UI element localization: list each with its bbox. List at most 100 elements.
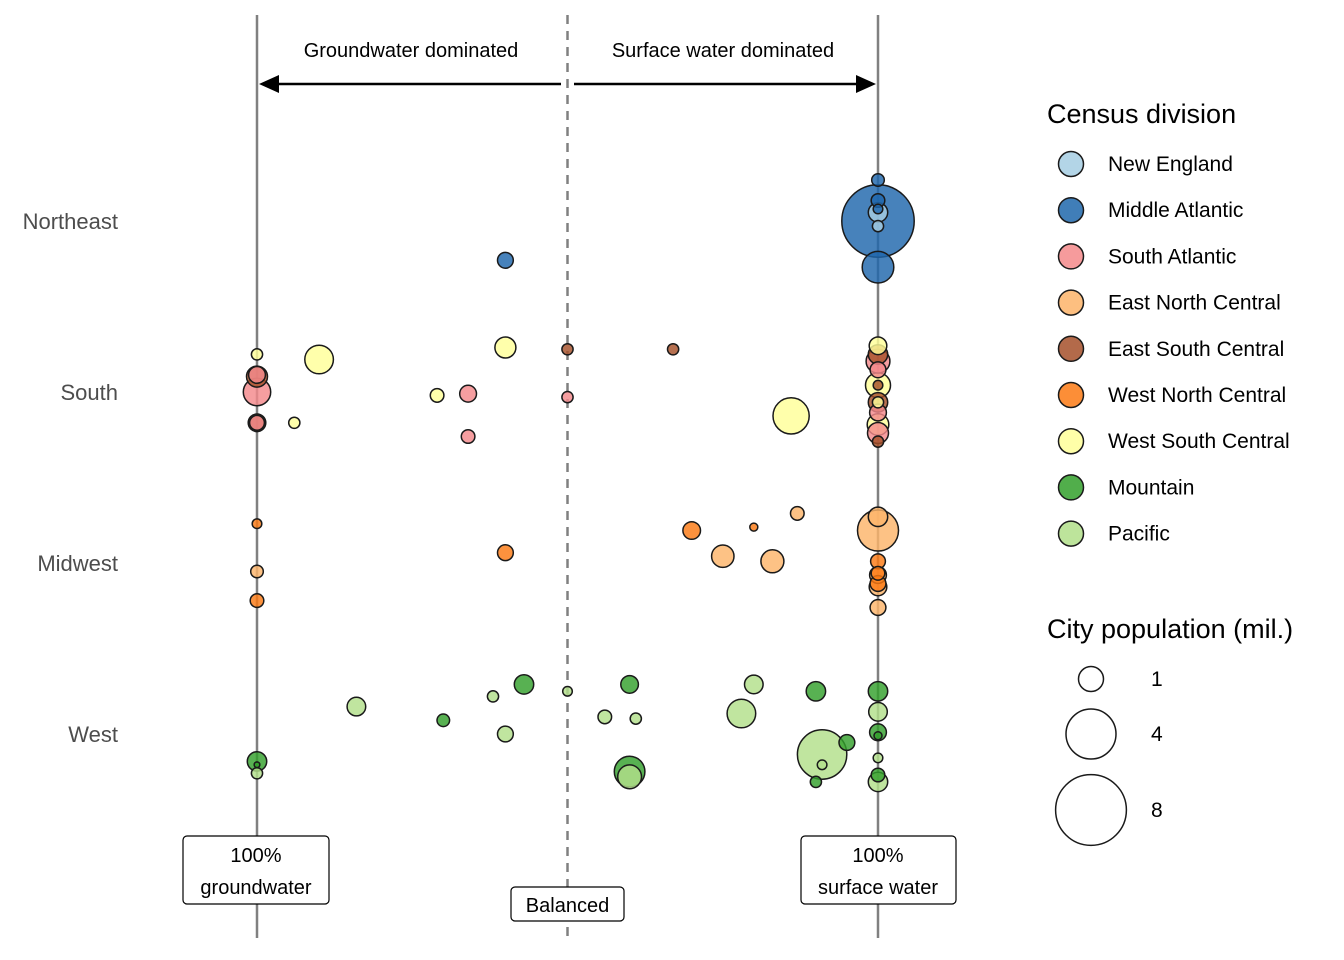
legend-label-west-south-central: West South Central xyxy=(1108,430,1290,453)
city-point-pacific xyxy=(616,764,643,790)
city-point-mountain xyxy=(873,730,883,741)
left-arrow-head xyxy=(259,75,279,93)
city-point-east-north-central xyxy=(789,505,805,521)
size-legend: 1 4 8 xyxy=(1054,665,1163,847)
city-point-east-north-central xyxy=(710,544,735,569)
surface-water-box-line1: 100% xyxy=(852,845,903,867)
color-legend-title: Census division xyxy=(1047,99,1236,129)
city-point-west-north-central xyxy=(749,522,759,532)
city-point-west-north-central xyxy=(251,518,263,530)
legend-swatch-west-north-central xyxy=(1057,381,1085,409)
city-point-pacific xyxy=(346,696,367,717)
city-point-pacific xyxy=(597,709,613,725)
city-point-new-england xyxy=(871,219,885,233)
city-point-west-north-central xyxy=(249,593,265,609)
surface-water-dominated-label: Surface water dominated xyxy=(612,40,834,62)
legend-swatch-mountain xyxy=(1057,474,1085,501)
region-label-northeast: Northeast xyxy=(23,209,118,234)
region-label-west: West xyxy=(68,722,118,747)
city-point-south-atlantic xyxy=(460,428,476,445)
city-point-mountain xyxy=(809,775,823,789)
legend-label-south-atlantic: South Atlantic xyxy=(1108,245,1236,268)
legend-label-west-north-central: West North Central xyxy=(1108,384,1286,407)
legend-label-mountain: Mountain xyxy=(1108,476,1194,499)
city-point-middle-atlantic xyxy=(872,203,884,215)
legend-label-pacific: Pacific xyxy=(1108,523,1170,546)
city-point-west-north-central xyxy=(496,544,515,562)
city-point-mountain xyxy=(620,674,640,694)
city-point-pacific xyxy=(872,752,884,764)
surface-water-box xyxy=(800,835,957,905)
city-point-pacific xyxy=(629,712,643,725)
city-point-mountain xyxy=(867,680,889,702)
city-point-pacific xyxy=(496,725,515,743)
city-point-mountain xyxy=(253,761,261,769)
region-label-midwest: Midwest xyxy=(37,551,118,576)
city-point-east-south-central xyxy=(561,342,574,356)
city-point-west-south-central xyxy=(868,336,888,356)
right-arrow-head xyxy=(856,75,876,93)
city-point-west-south-central xyxy=(287,416,301,430)
city-point-south-atlantic xyxy=(869,361,887,379)
city-point-east-north-central xyxy=(869,598,887,617)
legend-swatch-new-england xyxy=(1057,150,1085,178)
city-point-middle-atlantic xyxy=(861,250,895,284)
city-point-south-atlantic xyxy=(561,390,574,404)
city-point-south-atlantic xyxy=(248,414,266,431)
city-point-west-south-central xyxy=(250,348,264,361)
size-legend-circle-4 xyxy=(1065,708,1117,760)
size-legend-label-1: 1 xyxy=(1151,668,1163,691)
city-point-east-south-central xyxy=(872,379,884,391)
legend-label-east-north-central: East North Central xyxy=(1108,292,1281,315)
legend-swatch-middle-atlantic xyxy=(1057,196,1085,224)
region-labels: Northeast South Midwest West xyxy=(23,209,118,747)
city-point-west-south-central xyxy=(494,336,517,359)
legend-swatch-east-north-central xyxy=(1057,289,1085,316)
legend-swatch-east-south-central xyxy=(1057,335,1085,363)
legend-label-middle-atlantic: Middle Atlantic xyxy=(1108,199,1243,222)
city-point-east-south-central xyxy=(666,342,680,356)
city-point-pacific xyxy=(486,690,500,703)
legend-swatch-west-south-central xyxy=(1057,427,1085,455)
city-point-west-south-central xyxy=(772,397,810,435)
city-point-pacific xyxy=(250,766,264,780)
city-point-east-north-central xyxy=(867,506,889,528)
city-point-south-atlantic xyxy=(247,365,267,385)
city-point-west-south-central xyxy=(304,344,335,375)
city-point-east-north-central xyxy=(760,549,785,574)
region-label-south: South xyxy=(61,380,119,405)
surface-water-box-line2: surface water xyxy=(818,877,938,899)
size-legend-circle-8 xyxy=(1054,773,1128,847)
groundwater-box xyxy=(182,835,330,905)
size-legend-label-4: 4 xyxy=(1151,723,1163,746)
groundwater-box-line1: 100% xyxy=(230,845,281,867)
city-point-middle-atlantic xyxy=(496,251,515,269)
city-point-south-atlantic xyxy=(458,384,478,403)
size-legend-label-8: 8 xyxy=(1151,799,1163,822)
city-point-pacific xyxy=(816,759,828,771)
legend-swatch-south-atlantic xyxy=(1057,243,1085,270)
balanced-box xyxy=(510,886,625,922)
legend-label-east-south-central: East South Central xyxy=(1108,338,1284,361)
city-point-mountain xyxy=(838,733,856,752)
city-point-mountain xyxy=(436,713,451,728)
city-point-pacific xyxy=(726,698,757,729)
city-point-east-south-central xyxy=(871,435,885,448)
city-point-mountain xyxy=(805,680,827,702)
legend-label-new-england: New England xyxy=(1108,153,1233,176)
size-legend-circle-1 xyxy=(1077,665,1105,693)
city-point-pacific xyxy=(867,701,889,722)
city-point-east-north-central xyxy=(249,564,265,579)
city-point-west-south-central xyxy=(429,387,445,403)
city-point-west-south-central xyxy=(871,395,885,409)
groundwater-box-line2: groundwater xyxy=(200,877,312,899)
color-legend: New England Middle Atlantic South Atlantic… xyxy=(1057,150,1290,547)
city-point-middle-atlantic xyxy=(870,172,886,188)
city-point-pacific xyxy=(796,729,848,780)
city-point-pacific xyxy=(561,685,574,697)
points-layer xyxy=(242,172,915,793)
city-point-mountain xyxy=(870,767,886,783)
city-point-mountain xyxy=(513,673,535,695)
city-point-west-north-central xyxy=(870,565,886,581)
